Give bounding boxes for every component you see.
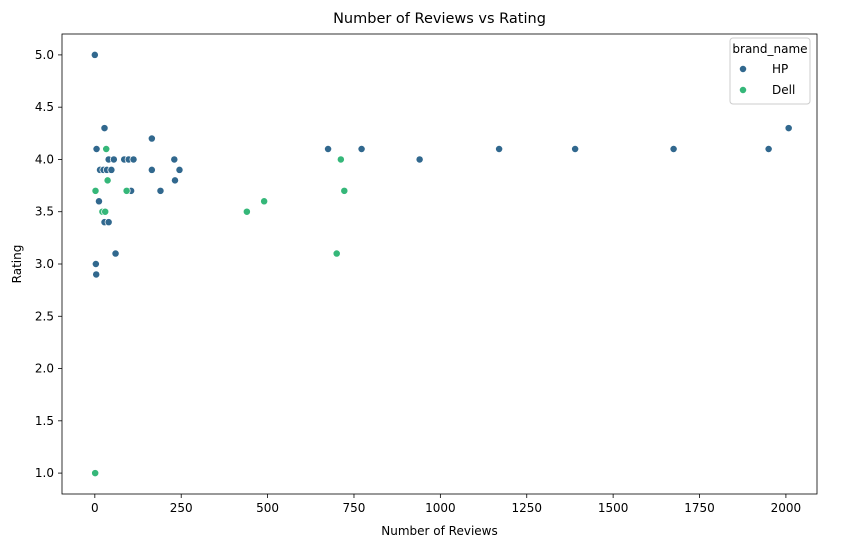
- data-point-dell: [102, 145, 111, 153]
- legend-label-hp: HP: [772, 62, 788, 76]
- data-point-hp: [147, 165, 156, 174]
- series-dell: [91, 145, 349, 478]
- x-tick-label: 1000: [425, 501, 456, 515]
- x-tick-label: 500: [256, 501, 279, 515]
- y-tick-label: 3.5: [35, 205, 54, 219]
- x-axis-label: Number of Reviews: [381, 524, 497, 538]
- data-point-dell: [340, 186, 349, 195]
- ticks-layer: 0 250 500 750 1000 1250 1500 1750 2000 1.0 1.5 2.0 2…: [35, 48, 801, 515]
- data-point-hp: [495, 145, 504, 153]
- y-tick-label: 2.5: [35, 309, 54, 323]
- data-point-hp: [784, 124, 793, 133]
- data-point-hp: [170, 155, 179, 164]
- points-layer: [90, 50, 793, 478]
- data-point-hp: [571, 145, 580, 153]
- data-point-dell: [91, 186, 100, 195]
- y-tick-label: 3.0: [35, 257, 54, 271]
- data-point-hp: [104, 218, 113, 227]
- data-point-hp: [90, 50, 99, 59]
- data-point-dell: [336, 155, 345, 164]
- data-point-hp: [324, 145, 333, 153]
- x-tick-label: 250: [170, 501, 193, 515]
- data-point-hp: [764, 145, 773, 153]
- x-tick-label: 1250: [511, 501, 542, 515]
- y-tick-label: 1.0: [35, 466, 54, 480]
- y-tick-label: 4.5: [35, 100, 54, 114]
- data-point-hp: [109, 155, 118, 164]
- data-point-dell: [260, 197, 269, 206]
- data-point-dell: [91, 469, 100, 478]
- data-point-hp: [95, 197, 103, 206]
- x-tick-label: 750: [343, 501, 366, 515]
- data-point-dell: [103, 176, 112, 185]
- data-point-hp: [175, 165, 184, 174]
- data-point-dell: [122, 186, 131, 195]
- data-point-hp: [156, 186, 165, 195]
- data-point-hp: [357, 145, 366, 153]
- y-axis-label: Rating: [10, 245, 24, 284]
- legend-title: brand_name: [732, 42, 807, 56]
- data-point-hp: [415, 155, 424, 164]
- x-tick-label: 1750: [684, 501, 715, 515]
- legend-marker-dell: [739, 86, 747, 94]
- data-point-hp: [669, 145, 678, 153]
- x-tick-label: 2000: [771, 501, 802, 515]
- data-point-hp: [147, 134, 156, 143]
- data-point-hp: [107, 165, 116, 174]
- legend-entries: HP Dell: [739, 62, 795, 97]
- data-point-hp: [111, 249, 120, 258]
- data-point-dell: [242, 207, 251, 216]
- legend-label-dell: Dell: [772, 83, 795, 97]
- data-point-dell: [332, 249, 341, 258]
- plot-frame: [61, 33, 818, 495]
- legend-marker-hp: [739, 65, 747, 73]
- data-point-hp: [91, 260, 100, 268]
- y-tick-label: 2.0: [35, 362, 54, 376]
- data-point-hp: [171, 176, 179, 185]
- data-point-hp: [92, 270, 101, 279]
- x-tick-label: 0: [91, 501, 99, 515]
- legend: brand_name HP Dell: [729, 37, 811, 105]
- legend-box: [729, 37, 811, 105]
- series-hp: [90, 50, 793, 279]
- data-point-dell: [101, 207, 110, 216]
- chart-title: Number of Reviews vs Rating: [333, 11, 546, 27]
- y-tick-label: 1.5: [35, 414, 54, 428]
- data-point-hp: [100, 124, 109, 133]
- data-point-hp: [129, 155, 138, 164]
- y-tick-label: 4.0: [35, 152, 54, 166]
- y-tick-label: 5.0: [35, 48, 54, 62]
- data-point-hp: [92, 145, 101, 153]
- x-tick-label: 1500: [598, 501, 629, 515]
